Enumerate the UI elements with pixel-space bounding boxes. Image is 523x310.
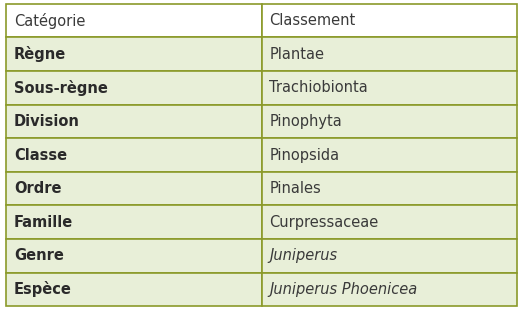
Text: Trachiobionta: Trachiobionta bbox=[269, 80, 368, 95]
Bar bbox=[6, 138, 262, 172]
Text: Ordre: Ordre bbox=[14, 181, 62, 196]
Text: Division: Division bbox=[14, 114, 80, 129]
Bar bbox=[6, 104, 262, 138]
Bar bbox=[262, 172, 517, 206]
Bar bbox=[262, 138, 517, 172]
Text: Curpressaceae: Curpressaceae bbox=[269, 215, 379, 230]
Bar bbox=[262, 37, 517, 71]
Text: Classement: Classement bbox=[269, 13, 356, 28]
Bar bbox=[6, 4, 262, 37]
Bar bbox=[6, 71, 262, 104]
Text: Catégorie: Catégorie bbox=[14, 12, 85, 29]
Bar bbox=[262, 206, 517, 239]
Bar bbox=[6, 172, 262, 206]
Bar bbox=[6, 273, 262, 306]
Text: Pinophyta: Pinophyta bbox=[269, 114, 342, 129]
Text: Juniperus Phoenicea: Juniperus Phoenicea bbox=[269, 282, 417, 297]
Text: Espèce: Espèce bbox=[14, 281, 72, 298]
Text: Pinales: Pinales bbox=[269, 181, 321, 196]
Text: Sous-règne: Sous-règne bbox=[14, 80, 108, 96]
Bar bbox=[262, 273, 517, 306]
Bar bbox=[262, 71, 517, 104]
Bar bbox=[6, 37, 262, 71]
Bar bbox=[262, 239, 517, 273]
Bar bbox=[262, 4, 517, 37]
Text: Pinopsida: Pinopsida bbox=[269, 148, 339, 162]
Text: Juniperus: Juniperus bbox=[269, 248, 337, 264]
Bar bbox=[6, 239, 262, 273]
Text: Famille: Famille bbox=[14, 215, 73, 230]
Text: Genre: Genre bbox=[14, 248, 64, 264]
Text: Règne: Règne bbox=[14, 46, 66, 62]
Text: Classe: Classe bbox=[14, 148, 67, 162]
Bar bbox=[6, 206, 262, 239]
Bar bbox=[262, 104, 517, 138]
Text: Plantae: Plantae bbox=[269, 46, 324, 62]
